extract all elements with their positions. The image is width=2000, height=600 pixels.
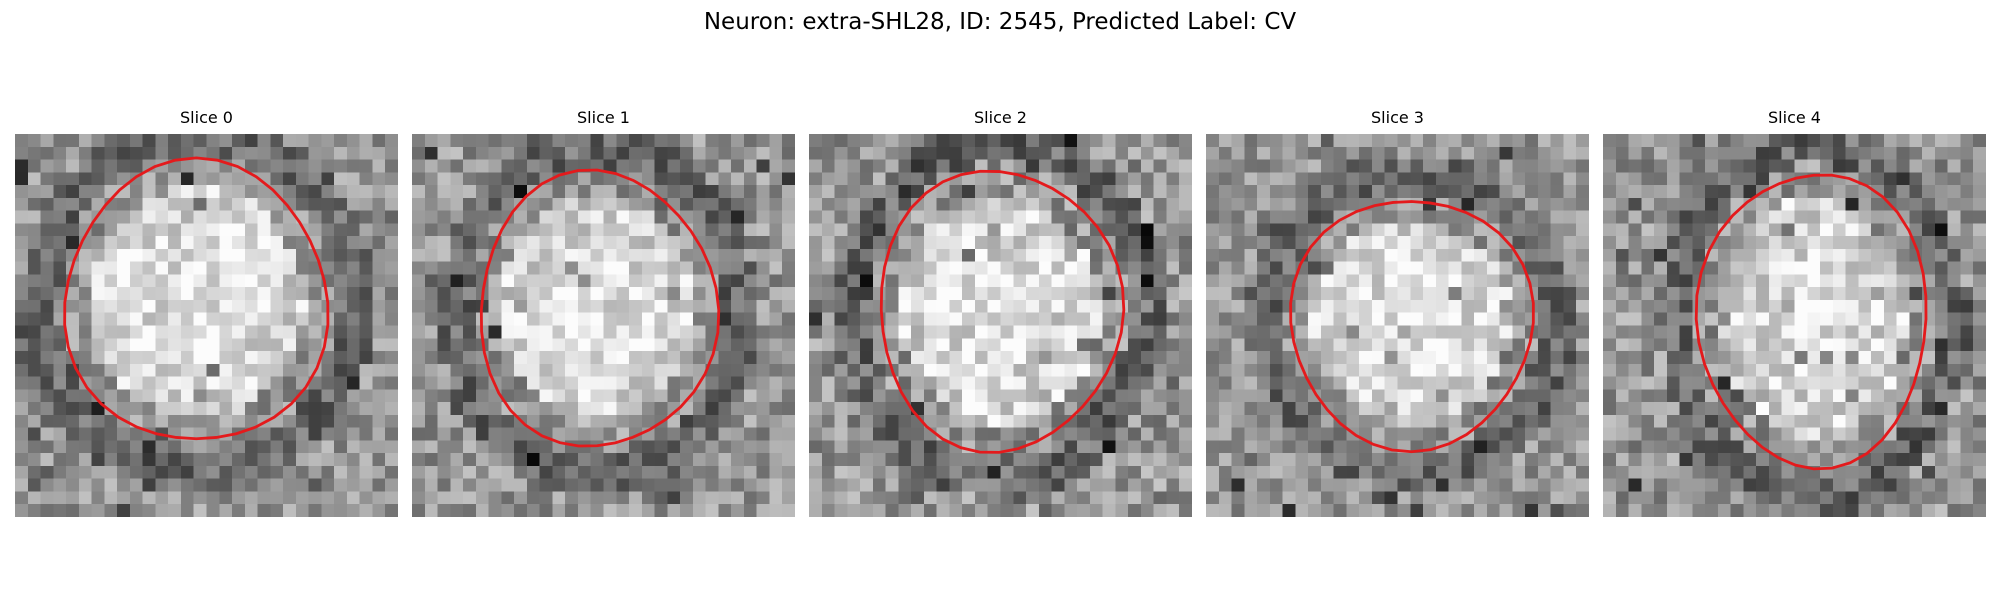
slice-image [1206, 134, 1589, 517]
slice-title: Slice 3 [1371, 108, 1424, 127]
cell-outline [1694, 173, 1928, 471]
cell-outline [479, 168, 721, 448]
cell-outline [879, 169, 1126, 454]
cell-outline [63, 156, 330, 441]
slice-image [1603, 134, 1986, 517]
slice-title: Slice 4 [1768, 108, 1821, 127]
slice-title: Slice 1 [577, 108, 630, 127]
slice-title: Slice 2 [974, 108, 1027, 127]
figure-title: Neuron: extra-SHL28, ID: 2545, Predicted… [703, 9, 1297, 35]
slice-image [412, 134, 795, 517]
cell-outline [1289, 200, 1535, 454]
slice-title: Slice 0 [180, 108, 233, 127]
slice-image [809, 134, 1192, 517]
slice-image [15, 134, 398, 517]
